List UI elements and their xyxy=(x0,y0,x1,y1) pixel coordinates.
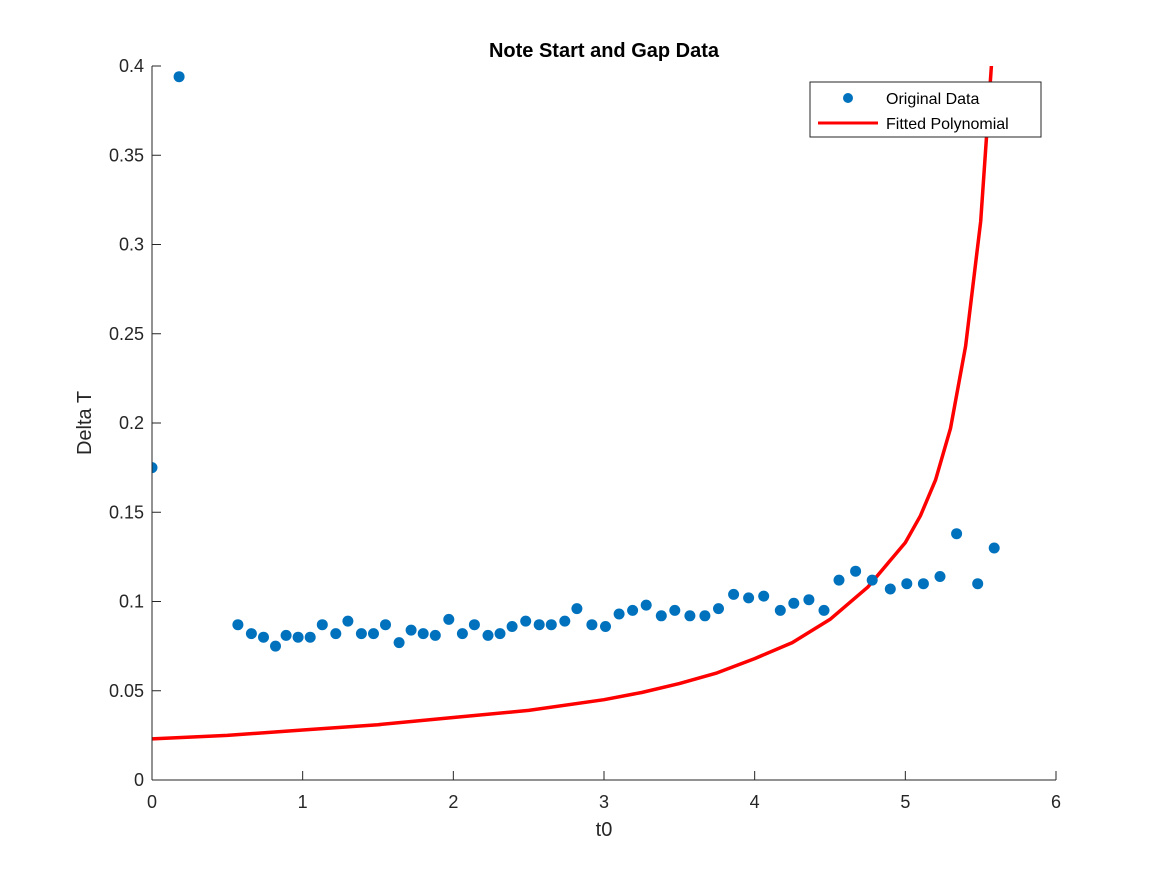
data-point xyxy=(304,631,316,643)
data-point xyxy=(972,578,984,590)
y-tick-label: 0.1 xyxy=(119,592,144,612)
data-point xyxy=(368,628,379,640)
data-point xyxy=(774,604,786,616)
fitted-polynomial-line xyxy=(152,66,994,741)
data-point xyxy=(571,603,583,615)
data-point xyxy=(258,631,269,643)
data-point xyxy=(429,629,441,641)
y-tick-label: 0.25 xyxy=(109,324,144,344)
data-point xyxy=(699,610,711,622)
data-point xyxy=(152,462,158,474)
data-point xyxy=(655,610,667,622)
legend: Original Data Fitted Polynomial xyxy=(809,81,1042,138)
data-point xyxy=(342,615,354,627)
chart-title: Note Start and Gap Data xyxy=(489,40,720,62)
data-point xyxy=(586,619,598,631)
data-point xyxy=(613,608,625,620)
data-point xyxy=(850,565,862,577)
legend-marker-original-data xyxy=(843,93,853,103)
data-point xyxy=(245,628,257,640)
data-point xyxy=(917,578,929,590)
data-point xyxy=(316,619,328,631)
x-axis-label: t0 xyxy=(596,819,613,841)
data-point xyxy=(468,619,480,631)
data-point xyxy=(533,619,545,631)
data-point xyxy=(270,640,281,652)
axes: 0 1 2 3 4 5 6 0 0.05 0.1 0.15 0.2 0.25 0.3 0.35 0.4 xyxy=(109,56,1061,812)
data-point xyxy=(627,604,639,616)
data-point xyxy=(833,574,845,586)
data-point xyxy=(901,578,913,590)
data-point xyxy=(743,592,755,604)
data-point xyxy=(520,615,532,627)
data-point xyxy=(559,615,571,627)
x-tick-label: 0 xyxy=(147,792,157,812)
y-tick-label: 0.15 xyxy=(109,502,144,522)
data-point xyxy=(788,597,800,609)
data-point xyxy=(173,71,185,83)
data-point xyxy=(803,594,815,606)
y-tick-label: 0.2 xyxy=(119,413,144,433)
data-point xyxy=(405,624,417,636)
legend-label-fitted-polynomial: Fitted Polynomial xyxy=(886,116,1009,133)
y-tick-label: 0.3 xyxy=(119,235,144,255)
data-point xyxy=(818,604,830,616)
data-point xyxy=(355,628,367,640)
data-point xyxy=(758,590,770,602)
y-axis-label: Delta T xyxy=(74,391,96,455)
data-point xyxy=(934,571,946,582)
data-point xyxy=(988,542,1000,554)
data-point xyxy=(713,603,724,615)
data-point xyxy=(482,629,494,641)
y-tick-label: 0.4 xyxy=(119,56,144,76)
y-tick-label: 0.35 xyxy=(109,145,144,165)
legend-box xyxy=(809,81,1042,138)
data-point xyxy=(884,583,896,595)
data-point xyxy=(640,599,652,611)
x-tick-label: 3 xyxy=(599,792,609,812)
x-tick-label: 1 xyxy=(298,792,308,812)
x-tick-label: 6 xyxy=(1051,792,1061,812)
legend-label-original-data: Original Data xyxy=(886,91,979,108)
data-point xyxy=(506,621,518,632)
x-tick-label: 5 xyxy=(900,792,910,812)
x-tick-label: 2 xyxy=(448,792,458,812)
data-point xyxy=(330,628,342,640)
data-point xyxy=(417,628,429,640)
data-point xyxy=(494,628,506,640)
data-point xyxy=(545,619,557,631)
data-point xyxy=(292,631,304,643)
data-point xyxy=(866,574,878,586)
y-tick-label: 0.05 xyxy=(109,681,144,701)
data-point xyxy=(232,619,244,631)
data-point xyxy=(600,621,611,632)
original-data-layer xyxy=(152,71,1000,652)
data-point xyxy=(393,637,405,649)
data-point xyxy=(669,604,681,616)
data-point xyxy=(380,619,391,631)
x-tick-label: 4 xyxy=(750,792,760,812)
data-point xyxy=(456,628,468,640)
data-point xyxy=(728,588,740,600)
data-point xyxy=(684,610,696,622)
fitted-polynomial-layer xyxy=(152,66,994,741)
y-tick-label: 0 xyxy=(134,770,144,790)
data-point xyxy=(951,528,963,540)
data-point xyxy=(443,613,455,625)
data-point xyxy=(280,629,292,641)
plot-area xyxy=(152,66,1056,780)
